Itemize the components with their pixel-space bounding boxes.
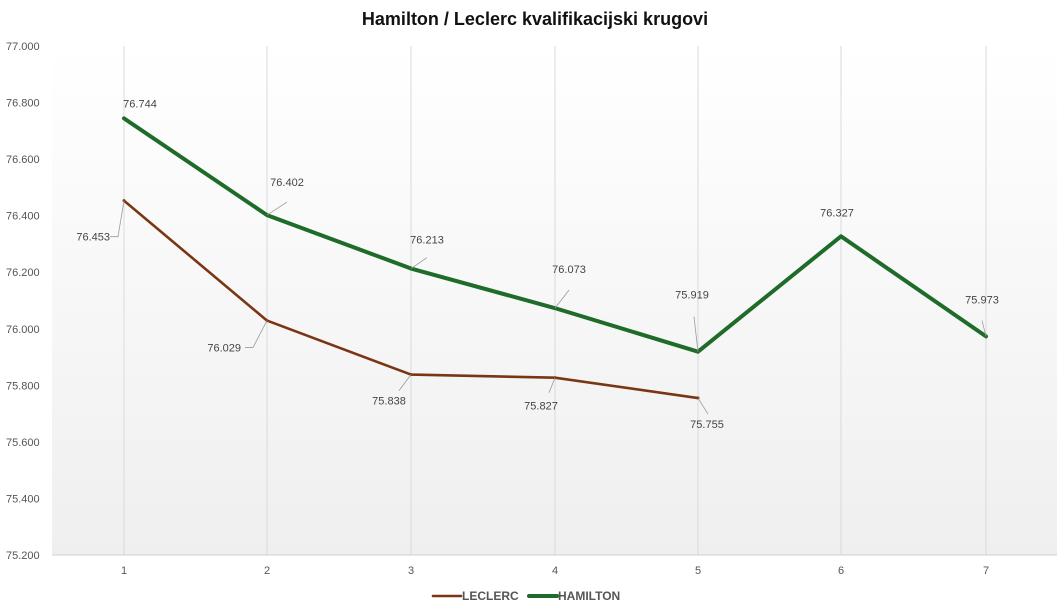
leader-line	[693, 316, 699, 352]
data-label-hamilton: 76.213	[410, 235, 444, 247]
x-tick-label: 5	[695, 565, 701, 577]
data-label-hamilton: 76.327	[820, 207, 854, 219]
data-label-leclerc: 75.827	[524, 401, 558, 413]
data-label-hamilton: 76.073	[552, 264, 586, 276]
data-label-hamilton: 75.973	[965, 294, 999, 306]
data-label-hamilton: 75.919	[675, 290, 709, 302]
x-tick-label: 1	[121, 565, 127, 577]
y-tick-label: 76.800	[6, 98, 40, 110]
data-label-leclerc: 75.838	[372, 396, 406, 408]
x-tick-label: 7	[983, 565, 989, 577]
x-tick-label: 4	[552, 565, 558, 577]
y-tick-label: 75.200	[6, 550, 40, 562]
y-tick-label: 76.600	[6, 154, 40, 166]
chart-title: Hamilton / Leclerc kvalifikacijski krugo…	[362, 9, 708, 29]
y-tick-label: 75.400	[6, 493, 40, 505]
data-label-leclerc: 75.755	[690, 419, 724, 431]
gridlines	[123, 46, 987, 555]
data-label-leclerc: 76.453	[76, 232, 110, 244]
leader-line	[548, 377, 556, 393]
y-tick-label: 77.000	[6, 41, 40, 53]
legend-label-leclerc: LECLERC	[462, 589, 519, 603]
leader-line	[410, 257, 428, 269]
y-tick-label: 75.800	[6, 380, 40, 392]
data-label-hamilton: 76.744	[123, 98, 157, 110]
data-label-hamilton: 76.402	[270, 177, 304, 189]
leader-line	[245, 320, 268, 348]
leader-line	[554, 289, 570, 309]
leader-line	[398, 374, 412, 391]
leader-line	[697, 397, 709, 415]
leader-line	[110, 200, 125, 238]
leader-line	[981, 320, 987, 337]
y-tick-label: 76.400	[6, 211, 40, 223]
y-tick-label: 76.000	[6, 324, 40, 336]
data-label-leclerc: 76.029	[207, 343, 241, 355]
axes: 75.200 75.400 75.600 75.800 76.000 76.200 76.4…	[6, 41, 1057, 577]
x-tick-label: 2	[264, 565, 270, 577]
legend: LECLERC HAMILTON	[431, 589, 620, 603]
data-labels: 76.453 76.029 75.838 75.827 75.755 76.744 76.4…	[76, 98, 998, 431]
data-point-hamilton	[122, 116, 126, 120]
data-point-hamilton	[839, 234, 843, 238]
leader-line	[266, 201, 288, 216]
legend-label-hamilton: HAMILTON	[558, 589, 620, 603]
x-tick-label: 3	[408, 565, 414, 577]
x-tick-label: 6	[838, 565, 844, 577]
y-tick-label: 76.200	[6, 267, 40, 279]
y-tick-label: 75.600	[6, 437, 40, 449]
